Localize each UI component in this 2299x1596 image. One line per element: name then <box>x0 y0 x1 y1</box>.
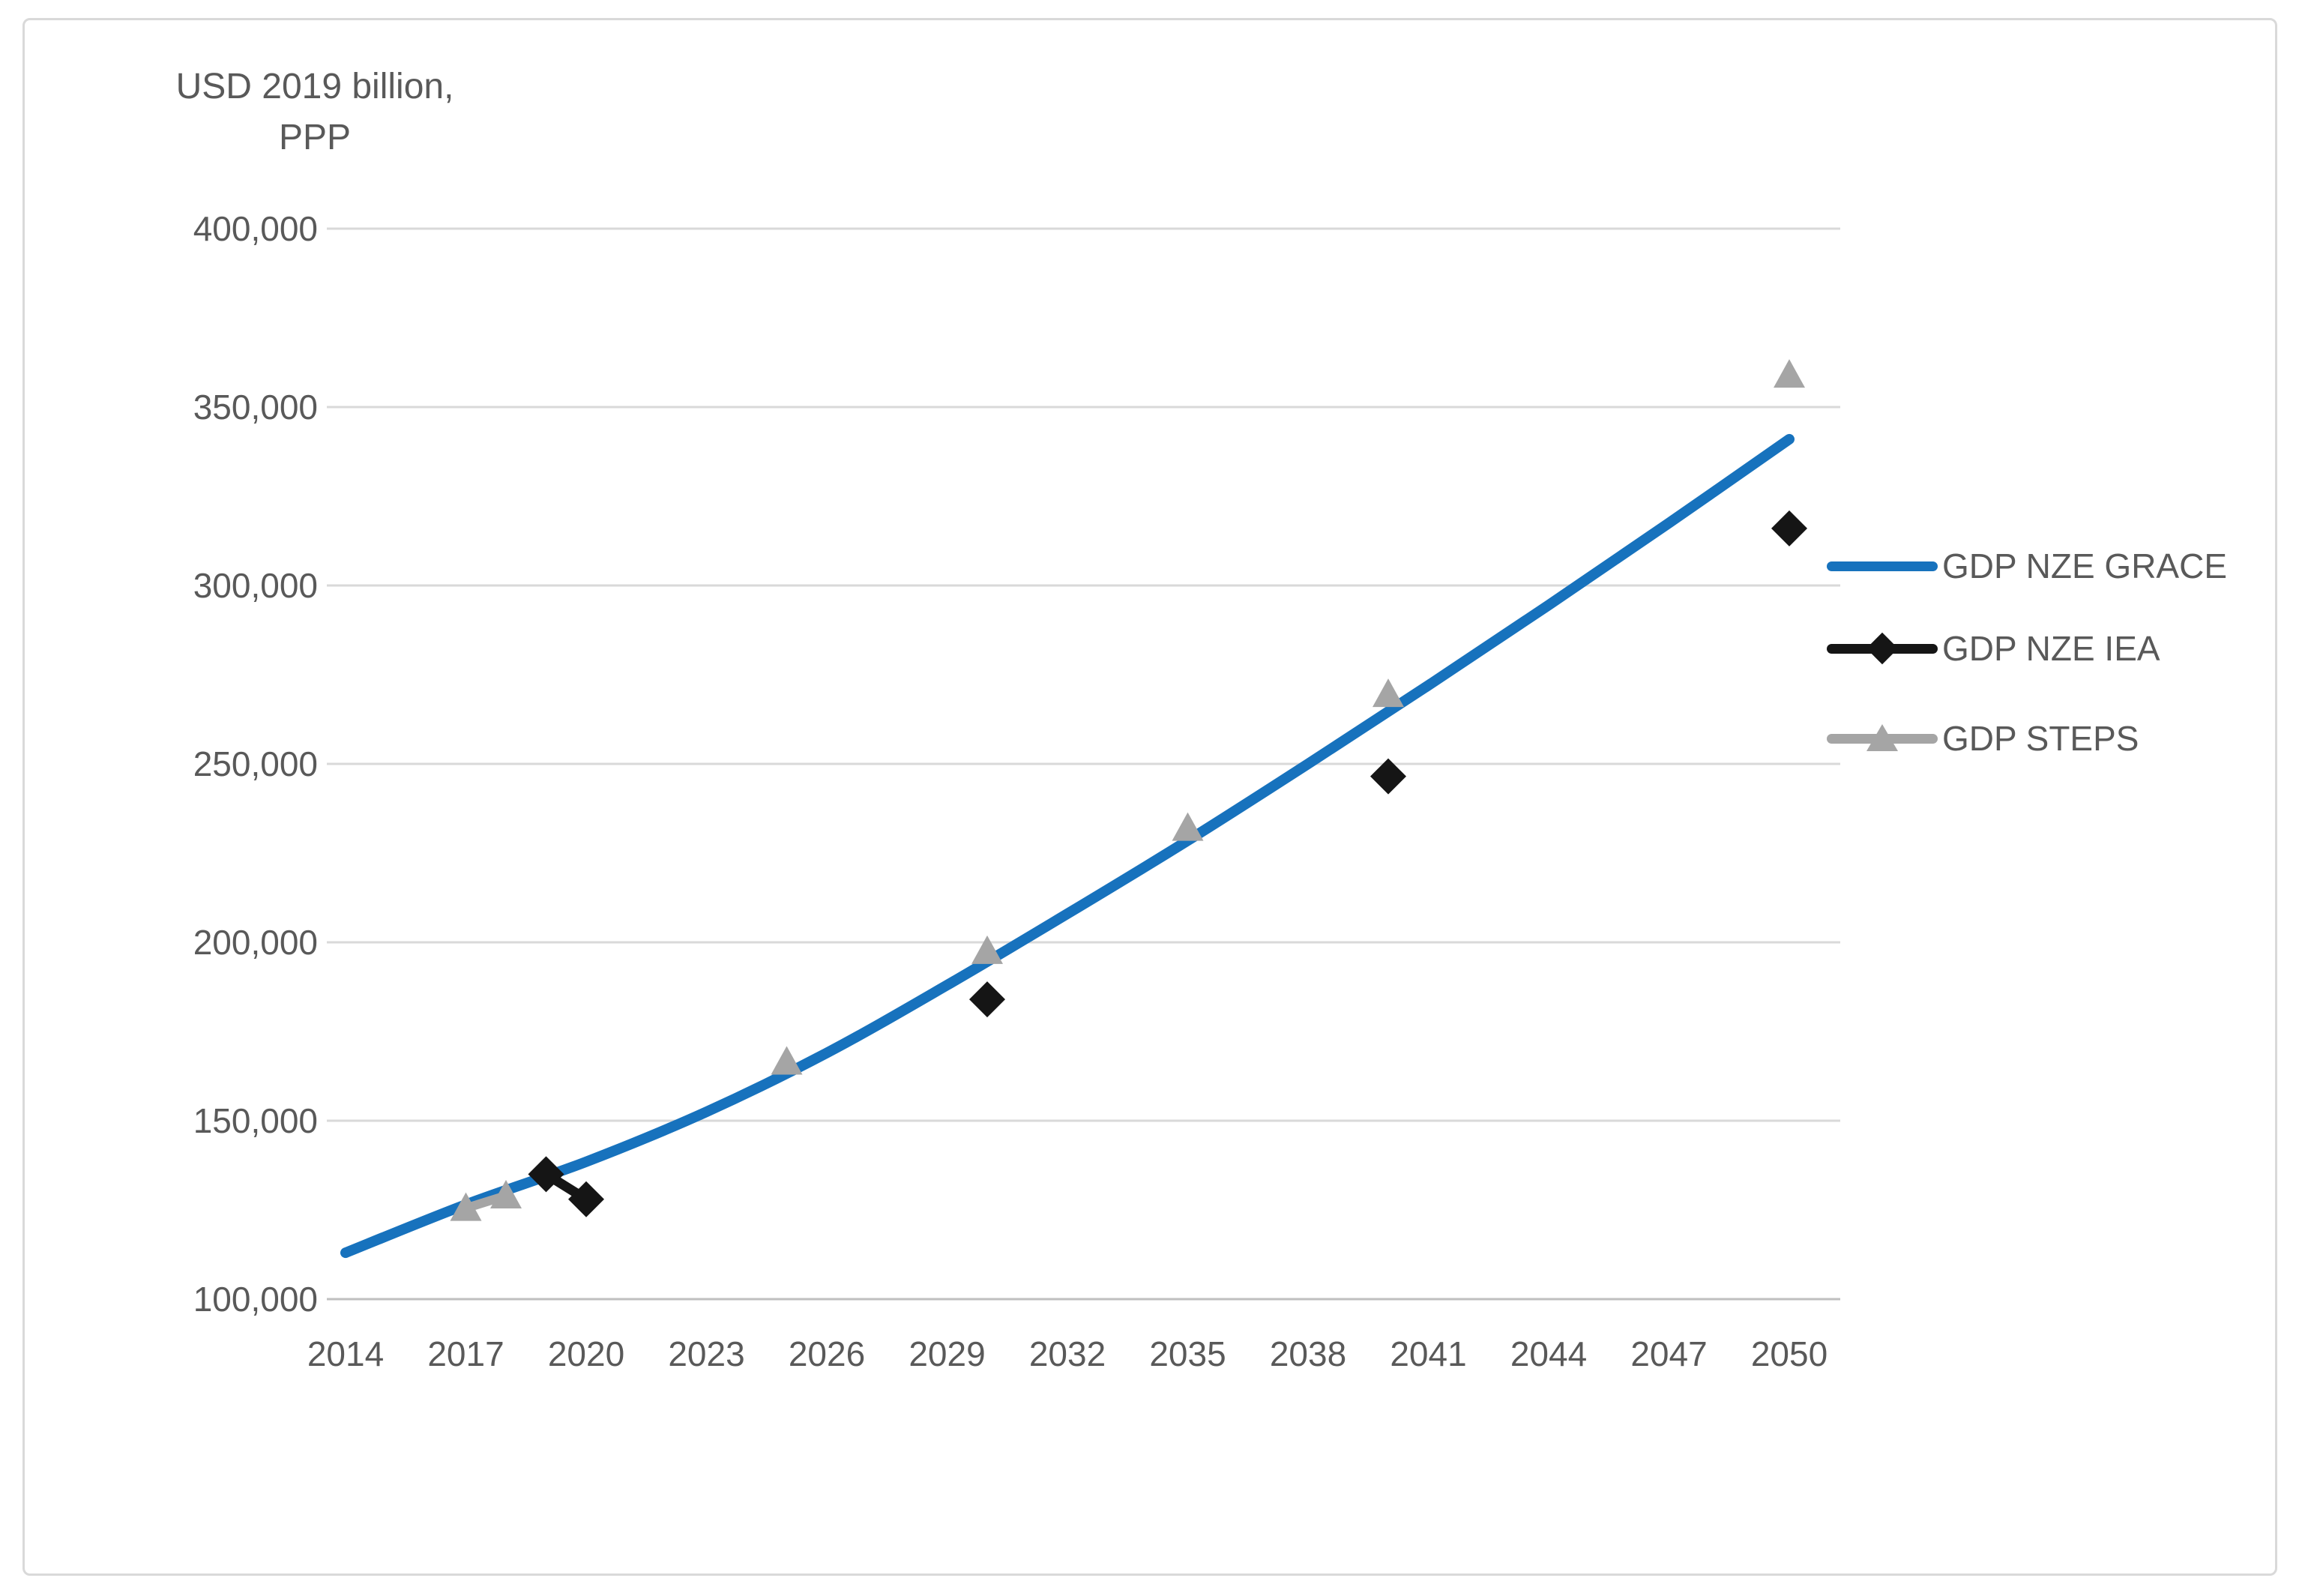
x-tick-label-2020: 2020 <box>548 1334 624 1373</box>
steps-marker-2035 <box>1172 812 1204 841</box>
x-tick-label-2047: 2047 <box>1630 1334 1707 1373</box>
x-tick-label-2044: 2044 <box>1510 1334 1587 1373</box>
iea-marker-2040 <box>1370 758 1406 795</box>
x-tick-label-2023: 2023 <box>668 1334 744 1373</box>
steps-marker-2040 <box>1373 678 1404 708</box>
x-tick-label-2017: 2017 <box>427 1334 504 1373</box>
y-tick-label-350000: 350,000 <box>193 388 318 427</box>
steps-marker-2025 <box>771 1046 803 1075</box>
x-tick-label-2038: 2038 <box>1270 1334 1346 1373</box>
iea-marker-2050 <box>1771 510 1807 546</box>
legend-label-iea: GDP NZE IEA <box>1942 629 2160 668</box>
steps-marker-2017 <box>450 1192 482 1221</box>
iea-marker-2019 <box>528 1156 564 1193</box>
legend-label-grace: GDP NZE GRACE <box>1942 546 2227 585</box>
legend-item-gdp-nze-grace: GDP NZE GRACE <box>1827 541 2227 591</box>
steps-marker-2018 <box>490 1179 522 1208</box>
x-tick-label-2014: 2014 <box>307 1334 384 1373</box>
triangle-marker-icon <box>1866 724 1898 751</box>
iea-marker-2030 <box>969 981 1005 1018</box>
legend-sample-grace <box>1827 545 1938 587</box>
y-axis-title-line2: PPP <box>278 118 352 157</box>
legend-sample-steps <box>1827 717 1938 759</box>
x-tick-label-2026: 2026 <box>789 1334 865 1373</box>
steps-marker-2030 <box>971 935 1003 964</box>
series-line-gdp-nze-grace <box>340 433 1795 1259</box>
legend-item-gdp-steps: GDP STEPS <box>1827 714 2139 763</box>
line-sample-icon <box>1827 561 1938 571</box>
x-tick-label-2032: 2032 <box>1029 1334 1106 1373</box>
y-tick-label-150000: 150,000 <box>193 1101 318 1140</box>
y-tick-label-300000: 300,000 <box>193 566 318 605</box>
chart-frame <box>22 18 2277 1576</box>
legend-label-steps: GDP STEPS <box>1942 719 2139 758</box>
x-tick-label-2041: 2041 <box>1390 1334 1466 1373</box>
x-tick-label-2029: 2029 <box>909 1334 985 1373</box>
y-axis-title-line1: USD 2019 billion, <box>175 67 454 106</box>
y-tick-label-250000: 250,000 <box>193 744 318 783</box>
legend-sample-iea <box>1827 627 1938 669</box>
iea-marker-2020 <box>568 1181 604 1217</box>
x-tick-label-2035: 2035 <box>1149 1334 1226 1373</box>
y-tick-label-100000: 100,000 <box>193 1280 318 1319</box>
x-tick-label-2050: 2050 <box>1751 1334 1828 1373</box>
y-tick-label-400000: 400,000 <box>193 209 318 248</box>
y-tick-label-200000: 200,000 <box>193 923 318 962</box>
steps-marker-2050 <box>1774 359 1805 388</box>
legend-item-gdp-nze-iea: GDP NZE IEA <box>1827 624 2160 673</box>
diamond-marker-icon <box>1866 632 1899 665</box>
